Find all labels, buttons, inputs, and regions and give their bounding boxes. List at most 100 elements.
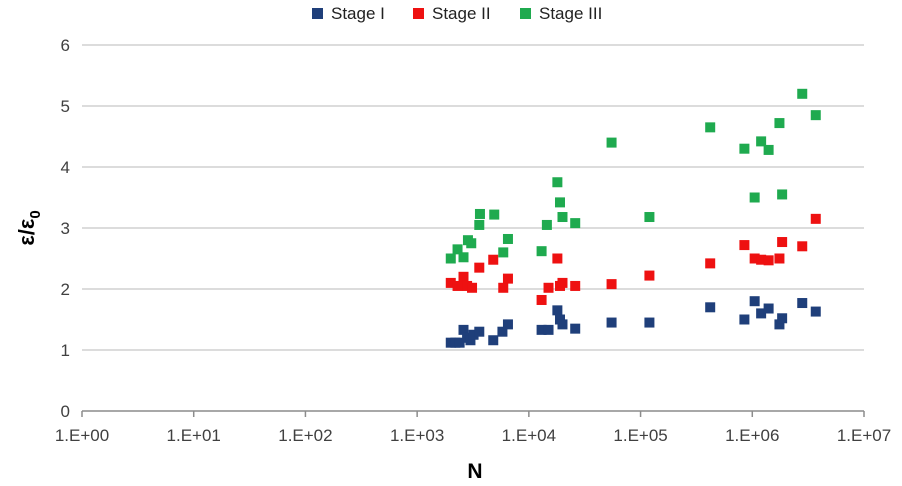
y-tick-label: 6 [61,36,70,55]
data-point-stage-2 [606,279,617,290]
data-point-stage-1 [749,296,760,307]
y-tick-label: 3 [61,219,70,238]
data-point-stage-3 [705,122,716,133]
data-point-stage-1 [570,323,581,334]
data-point-stage-1 [454,337,465,348]
series-stage-2 [445,213,821,305]
data-point-stage-3 [489,209,500,220]
data-point-stage-1 [606,317,617,328]
data-point-stage-1 [468,329,479,340]
data-point-stage-1 [756,308,767,319]
x-tick-label: 1.E+05 [613,426,667,445]
data-point-stage-3 [644,212,655,223]
data-point-stage-2 [458,271,469,282]
data-point-stage-3 [777,189,788,200]
data-point-stage-3 [541,219,552,230]
data-point-stage-2 [543,282,554,293]
y-axis-title-subscript: 0 [27,210,44,218]
data-point-stage-3 [810,110,821,121]
legend-label-stage-1: Stage I [331,4,385,23]
data-point-stage-3 [498,247,509,258]
data-point-stage-1 [474,326,485,337]
svg-text:ε/ε0: ε/ε0 [14,210,44,245]
data-point-stage-2 [474,262,485,273]
data-point-stage-1 [739,314,750,325]
data-point-stage-1 [644,317,655,328]
legend-item-stage-2: Stage II [413,4,491,23]
series-stage-1 [445,296,821,348]
y-tick-label: 0 [61,402,70,421]
y-tick-label: 4 [61,158,70,177]
legend-swatch-stage-2 [413,8,424,19]
data-point-stage-2 [557,277,568,288]
data-point-stage-1 [557,319,568,330]
x-tick-label: 1.E+06 [725,426,779,445]
data-point-stage-3 [445,253,456,264]
x-tick-label: 1.E+00 [55,426,109,445]
data-point-stage-1 [488,335,499,346]
data-point-stage-3 [458,252,469,263]
data-point-stage-3 [756,136,767,147]
data-point-stage-2 [467,282,478,293]
data-point-stage-1 [543,324,554,335]
legend-swatch-stage-3 [520,8,531,19]
data-point-stage-2 [810,213,821,224]
data-point-stage-2 [570,280,581,291]
data-point-stage-3 [474,219,485,230]
data-point-stage-1 [465,335,476,346]
y-tick-label: 2 [61,280,70,299]
data-point-stage-3 [749,192,760,203]
x-tick-label: 1.E+01 [167,426,221,445]
data-point-stage-1 [705,302,716,313]
data-point-stage-2 [644,270,655,281]
x-tick-label: 1.E+03 [390,426,444,445]
data-point-stage-2 [502,273,513,284]
data-point-stage-3 [557,212,568,223]
data-point-stage-1 [810,306,821,317]
data-point-stage-2 [488,254,499,265]
x-tick-label: 1.E+04 [502,426,556,445]
data-point-stage-2 [749,253,760,264]
data-point-stage-3 [466,238,477,249]
y-tick-label: 5 [61,97,70,116]
data-point-stage-2 [756,254,767,265]
legend-item-stage-3: Stage III [520,4,602,23]
data-point-stage-3 [570,218,581,229]
data-point-stage-2 [763,255,774,266]
data-point-stage-3 [774,118,785,129]
data-point-stage-3 [797,88,808,99]
y-tick-label: 1 [61,341,70,360]
legend-swatch-stage-1 [312,8,323,19]
data-point-stage-1 [774,319,785,330]
data-point-stage-2 [552,253,563,264]
data-point-stage-1 [763,303,774,314]
x-tick-label: 1.E+02 [278,426,332,445]
data-point-stage-2 [445,277,456,288]
data-point-stage-1 [552,305,563,316]
data-point-stage-3 [474,208,485,219]
y-axis-title: ε/ε0 [14,210,44,245]
legend: Stage I Stage II Stage III [312,4,602,23]
data-point-stage-1 [502,319,513,330]
legend-label-stage-2: Stage II [432,4,491,23]
gridlines [82,44,864,351]
data-points [445,88,821,348]
data-point-stage-3 [502,233,513,244]
data-point-stage-2 [774,253,785,264]
data-point-stage-2 [705,258,716,269]
data-point-stage-1 [797,298,808,309]
data-point-stage-2 [452,280,463,291]
data-point-stage-2 [797,241,808,252]
data-point-stage-1 [777,313,788,324]
axes: 0 1 2 3 4 5 6 1.E+00 1.E+01 1.E+02 1.E+03 1.E+04 1.E… [55,36,891,445]
x-tick-label: 1.E+07 [837,426,891,445]
series-stage-3 [445,88,821,264]
x-axis-title: N [467,460,482,483]
data-point-stage-3 [536,246,547,257]
data-point-stage-3 [763,144,774,155]
legend-label-stage-3: Stage III [539,4,602,23]
data-point-stage-1 [536,324,547,335]
data-point-stage-1 [458,324,469,335]
data-point-stage-3 [452,244,463,255]
